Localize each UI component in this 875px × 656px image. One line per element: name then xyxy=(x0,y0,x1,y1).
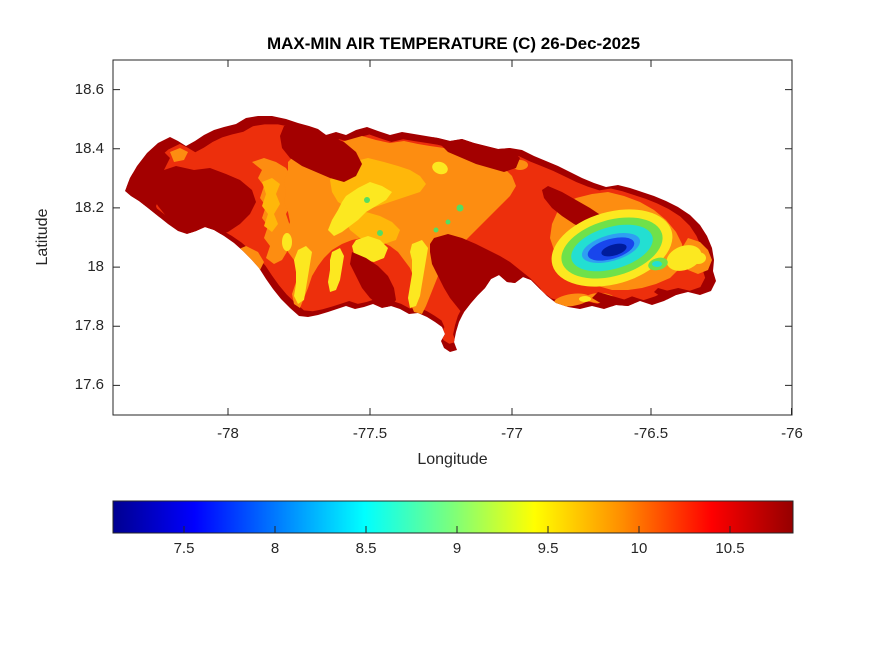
colorbar-tick-8: 8 xyxy=(270,540,280,557)
x-tick-77: -77 xyxy=(501,425,523,442)
colorbar xyxy=(113,501,793,533)
x-tick-78: -78 xyxy=(217,425,239,442)
x-axis-label: Longitude xyxy=(417,451,488,468)
colorbar-tick-10: 10 xyxy=(630,540,648,557)
colorbar-tick-9: 9 xyxy=(452,540,462,557)
colorbar-tick-7-5: 7.5 xyxy=(173,540,195,557)
x-tick-77-5: -77.5 xyxy=(352,425,388,442)
x-tick-76-5: -76.5 xyxy=(633,425,669,442)
y-tick-18: 18 xyxy=(87,258,104,275)
y-axis-label: Latitude xyxy=(34,208,51,266)
chart-title: MAX-MIN AIR TEMPERATURE (C) 26-Dec-2025 xyxy=(266,34,641,53)
colorbar-ticks xyxy=(183,526,731,533)
axes-box xyxy=(112,59,793,416)
y-tick-18-4: 18.4 xyxy=(74,140,104,157)
colorbar-tick-8-5: 8.5 xyxy=(355,540,377,557)
y-tick-17-6: 17.6 xyxy=(74,376,104,393)
x-tick-76: -76 xyxy=(781,425,803,442)
colorbar-tick-10-5: 10.5 xyxy=(715,540,745,557)
y-tick-17-8: 17.8 xyxy=(74,317,104,334)
y-tick-18-6: 18.6 xyxy=(74,81,104,98)
y-tick-18-2: 18.2 xyxy=(74,199,104,216)
axis-ticks xyxy=(113,60,792,415)
colorbar-tick-9-5: 9.5 xyxy=(537,540,559,557)
